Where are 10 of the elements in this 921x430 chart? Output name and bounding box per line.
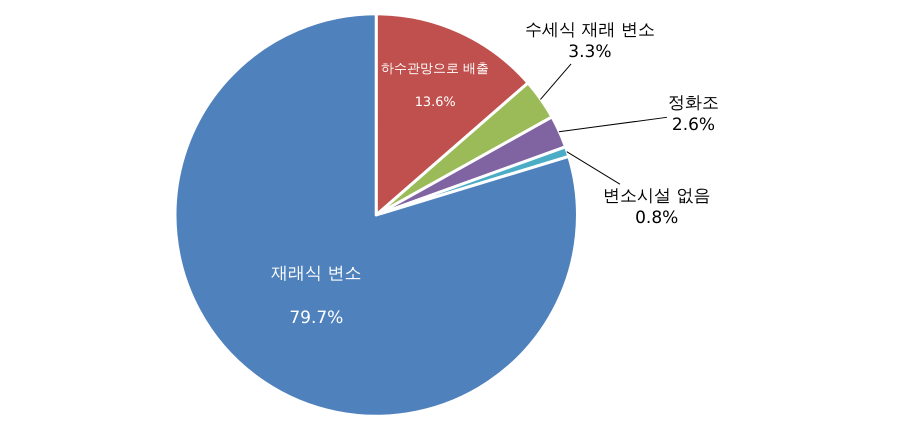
data-label: 13.6%	[414, 95, 456, 110]
slice-label: 재래식 변소	[271, 264, 362, 284]
data-label: 2.6%	[672, 115, 716, 136]
data-label: 0.8%	[635, 208, 678, 228]
slice-label: 정화조	[668, 93, 719, 113]
data-label: 79.7%	[289, 308, 344, 328]
data-label: 3.3%	[568, 42, 612, 62]
slice-label: 하수관망으로 배출	[381, 62, 490, 77]
slice-label: 변소시설 없음	[603, 186, 710, 206]
slice-label: 수세식 재래 변소	[525, 20, 655, 40]
